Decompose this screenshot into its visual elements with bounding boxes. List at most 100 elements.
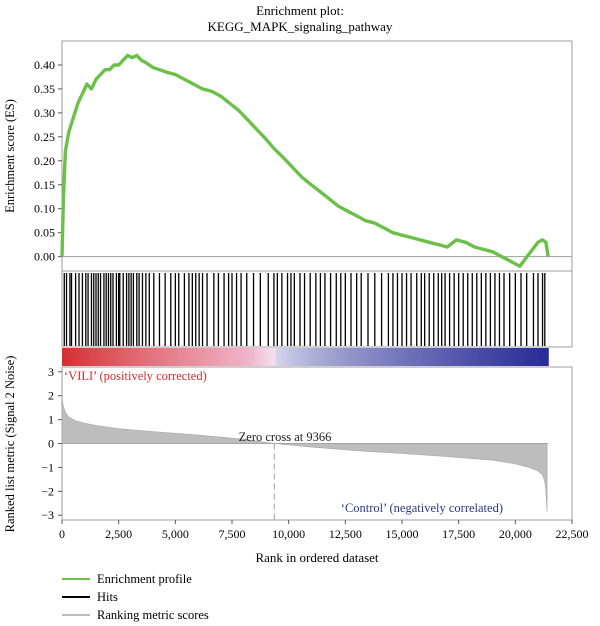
heat-cell bbox=[240, 348, 244, 366]
heat-cell bbox=[129, 348, 133, 366]
heat-cell bbox=[540, 348, 544, 366]
heat-cell bbox=[391, 348, 395, 366]
heat-cell bbox=[464, 348, 468, 366]
heat-cell bbox=[440, 348, 444, 366]
heat-cell bbox=[83, 348, 87, 366]
heat-cell bbox=[232, 348, 236, 366]
ranking-metric-area bbox=[61, 395, 548, 512]
heat-cell bbox=[62, 348, 66, 366]
heat-cell bbox=[410, 348, 414, 366]
heat-cell bbox=[256, 348, 260, 366]
heat-cell bbox=[515, 348, 520, 366]
heat-cell bbox=[140, 348, 144, 366]
heat-cell bbox=[143, 348, 147, 366]
heat-cell bbox=[99, 348, 104, 366]
heat-cell bbox=[407, 348, 412, 366]
hits-panel-frame bbox=[61, 270, 573, 348]
es-y-tick-label: 0.00 bbox=[34, 250, 55, 264]
es-y-axis: 0.00 0.05 0.10 0.15 0.20 0.25 0.30 0.35 0.40 bbox=[34, 58, 62, 264]
heat-cell bbox=[483, 348, 487, 366]
heat-cell bbox=[345, 348, 349, 366]
heat-cell bbox=[369, 348, 374, 366]
heat-cell bbox=[259, 348, 263, 366]
es-y-tick-label: 0.05 bbox=[34, 226, 55, 240]
heat-cell bbox=[513, 348, 517, 366]
heat-cell bbox=[437, 348, 441, 366]
heat-cell bbox=[283, 348, 287, 366]
es-y-tick-label: 0.10 bbox=[34, 202, 55, 216]
heat-cell bbox=[315, 348, 320, 366]
heat-cell bbox=[334, 348, 339, 366]
heat-cell bbox=[534, 348, 538, 366]
heat-cell bbox=[224, 348, 228, 366]
heat-cell bbox=[280, 348, 285, 366]
negative-class-label: ‘Control’ (negatively correlated) bbox=[341, 501, 503, 515]
es-y-tick-label: 0.35 bbox=[34, 82, 55, 96]
x-tick-label: 2,500 bbox=[105, 527, 132, 541]
heat-cell bbox=[386, 348, 390, 366]
x-tick-label: 7,500 bbox=[219, 527, 246, 541]
heat-cell bbox=[253, 348, 258, 366]
heat-cell bbox=[394, 348, 398, 366]
legend-label-enrichment: Enrichment profile bbox=[97, 572, 192, 586]
heat-cell bbox=[116, 348, 120, 366]
ranked-y-tick-label: −3 bbox=[41, 508, 54, 522]
x-tick-label: 0 bbox=[59, 527, 65, 541]
es-y-tick-label: 0.30 bbox=[34, 106, 55, 120]
heat-cell bbox=[504, 348, 509, 366]
heat-cell bbox=[78, 348, 82, 366]
heat-cell bbox=[434, 348, 439, 366]
ranked-y-tick-label: −2 bbox=[41, 484, 54, 498]
es-panel-frame bbox=[61, 40, 573, 272]
heat-cell bbox=[248, 348, 252, 366]
heat-cell bbox=[164, 348, 168, 366]
ranked-y-tick-label: 1 bbox=[48, 413, 54, 427]
heat-cell bbox=[70, 348, 74, 366]
heat-cell bbox=[453, 348, 457, 366]
heat-cell bbox=[313, 348, 317, 366]
heat-cell bbox=[526, 348, 530, 366]
heat-cell bbox=[170, 348, 174, 366]
heat-cell bbox=[137, 348, 141, 366]
heat-cell bbox=[94, 348, 98, 366]
x-tick-label: 22,500 bbox=[556, 527, 589, 541]
heat-cell bbox=[67, 348, 71, 366]
x-tick-label: 15,000 bbox=[386, 527, 419, 541]
legend-label-ranking: Ranking metric scores bbox=[97, 608, 209, 622]
chart-title-line2: KEGG_MAPK_signaling_pathway bbox=[208, 19, 393, 34]
heat-cell bbox=[507, 348, 511, 366]
heat-cell bbox=[145, 348, 150, 366]
heat-cell bbox=[356, 348, 360, 366]
heat-cell bbox=[491, 348, 495, 366]
heat-cell bbox=[402, 348, 406, 366]
heat-cell bbox=[545, 348, 549, 366]
heat-cell bbox=[91, 348, 96, 366]
ranked-y-tick-label: −1 bbox=[41, 460, 54, 474]
heat-cell bbox=[337, 348, 341, 366]
es-y-tick-label: 0.25 bbox=[34, 130, 55, 144]
heat-cell bbox=[126, 348, 131, 366]
heat-cell bbox=[113, 348, 117, 366]
x-axis: 0 2,500 5,000 7,500 10,000 12,500 15,000 17,500… bbox=[59, 520, 589, 541]
heat-cell bbox=[237, 348, 241, 366]
heat-cell bbox=[199, 348, 204, 366]
heat-cell bbox=[205, 348, 209, 366]
x-tick-label: 5,000 bbox=[162, 527, 189, 541]
heat-cell bbox=[348, 348, 352, 366]
heat-cell bbox=[226, 348, 231, 366]
heat-cell bbox=[529, 348, 533, 366]
heat-cell bbox=[396, 348, 401, 366]
heat-cell bbox=[375, 348, 379, 366]
heat-cell bbox=[510, 348, 514, 366]
heat-cell bbox=[64, 348, 69, 366]
heat-cell bbox=[496, 348, 501, 366]
heat-cell bbox=[175, 348, 179, 366]
heat-cell bbox=[364, 348, 368, 366]
heat-cell bbox=[153, 348, 158, 366]
es-y-tick-label: 0.20 bbox=[34, 154, 55, 168]
heat-cell bbox=[288, 348, 293, 366]
heat-cell bbox=[221, 348, 225, 366]
heat-cell bbox=[494, 348, 498, 366]
heat-cell bbox=[326, 348, 331, 366]
